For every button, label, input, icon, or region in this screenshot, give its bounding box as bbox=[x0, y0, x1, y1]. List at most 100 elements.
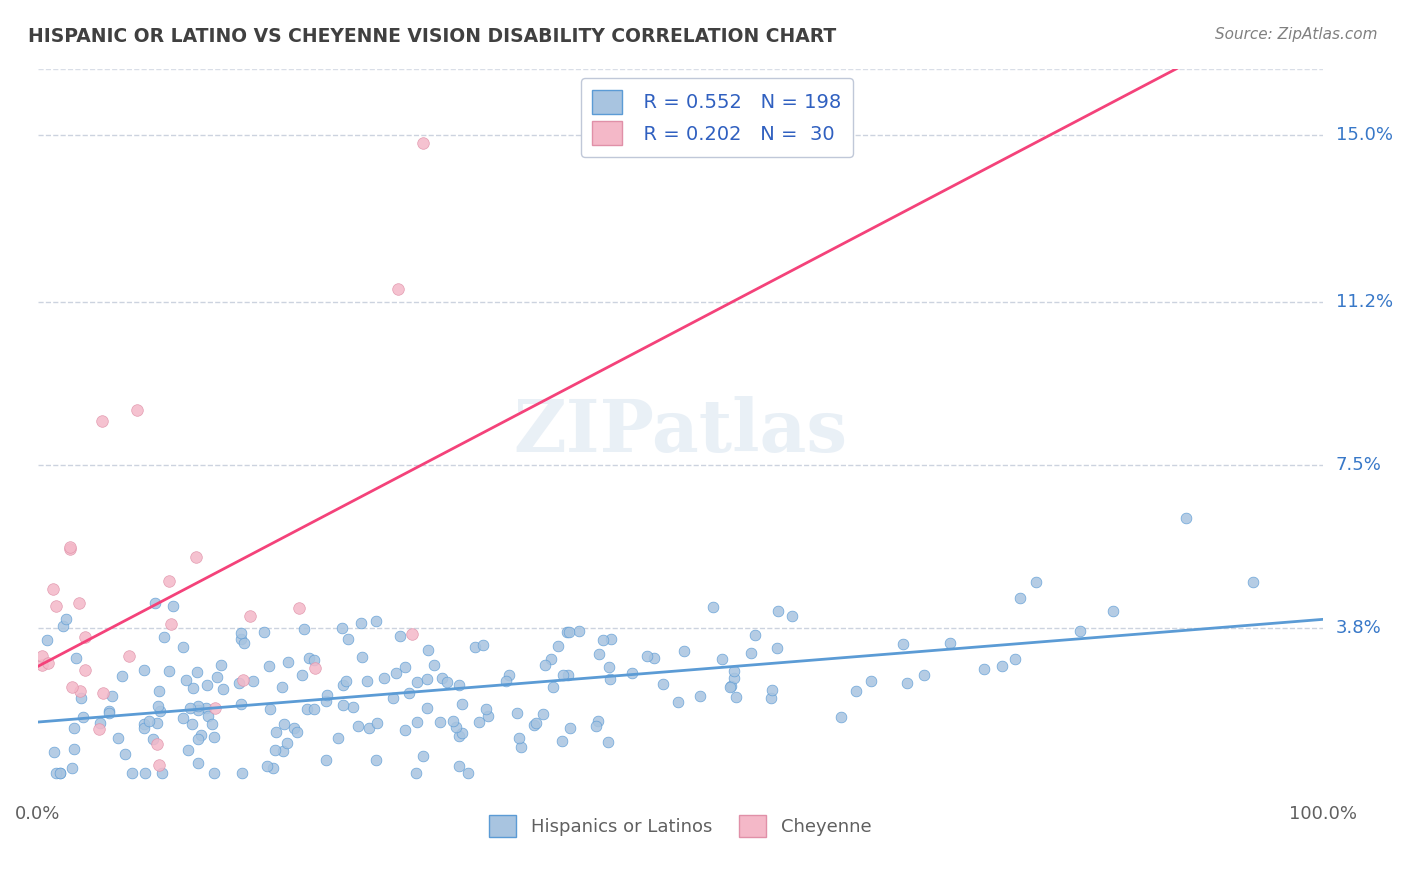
Point bbox=[138, 714, 160, 729]
Point bbox=[388, 629, 411, 643]
Point bbox=[711, 652, 734, 666]
Point bbox=[70, 691, 93, 706]
Point bbox=[599, 672, 621, 686]
Point bbox=[228, 676, 250, 690]
Point bbox=[1008, 591, 1031, 606]
Point bbox=[342, 699, 364, 714]
Legend: Hispanics or Latinos, Cheyenne: Hispanics or Latinos, Cheyenne bbox=[482, 808, 879, 845]
Point bbox=[543, 680, 565, 694]
Point bbox=[558, 721, 581, 735]
Point bbox=[187, 703, 209, 717]
Point bbox=[98, 706, 121, 720]
Point bbox=[31, 657, 53, 672]
Point bbox=[297, 702, 319, 716]
Point bbox=[315, 753, 337, 767]
Point bbox=[202, 730, 225, 744]
Point bbox=[398, 686, 420, 700]
Point bbox=[780, 608, 803, 623]
Point bbox=[405, 674, 427, 689]
Point bbox=[416, 701, 439, 715]
Point bbox=[172, 640, 194, 655]
Text: HISPANIC OR LATINO VS CHEYENNE VISION DISABILITY CORRELATION CHART: HISPANIC OR LATINO VS CHEYENNE VISION DI… bbox=[28, 27, 837, 45]
Point bbox=[416, 672, 439, 686]
Point bbox=[298, 651, 321, 665]
Point bbox=[1025, 574, 1047, 589]
Point bbox=[385, 665, 408, 680]
Point bbox=[273, 717, 295, 731]
Text: 7.5%: 7.5% bbox=[1336, 456, 1382, 474]
Point bbox=[42, 745, 65, 759]
Point bbox=[447, 759, 470, 773]
Point bbox=[740, 647, 762, 661]
Point bbox=[69, 684, 91, 698]
Point bbox=[446, 720, 468, 734]
Point bbox=[211, 681, 233, 696]
Point bbox=[231, 625, 253, 640]
Point bbox=[187, 731, 209, 746]
Point bbox=[531, 707, 554, 722]
Point bbox=[449, 729, 471, 743]
Point bbox=[110, 669, 132, 683]
Point bbox=[231, 766, 253, 780]
Point bbox=[134, 663, 156, 677]
Point bbox=[148, 757, 170, 772]
Point bbox=[468, 715, 491, 730]
Point bbox=[335, 673, 357, 688]
Point bbox=[336, 632, 359, 646]
Point bbox=[157, 574, 180, 588]
Point bbox=[153, 630, 176, 644]
Point bbox=[315, 694, 337, 708]
Point bbox=[973, 662, 995, 676]
Point bbox=[332, 678, 354, 692]
Point bbox=[636, 649, 658, 664]
Point bbox=[523, 717, 546, 731]
Point bbox=[42, 582, 65, 597]
Point bbox=[666, 695, 689, 709]
Text: ZIPatlas: ZIPatlas bbox=[513, 396, 848, 467]
Point bbox=[364, 614, 387, 628]
Point bbox=[162, 599, 184, 614]
Point bbox=[723, 671, 745, 685]
Point bbox=[472, 638, 495, 652]
Point bbox=[766, 641, 789, 656]
Point bbox=[181, 717, 204, 731]
Point bbox=[233, 636, 256, 650]
Point bbox=[118, 649, 141, 664]
Point bbox=[146, 738, 169, 752]
Point bbox=[845, 684, 868, 698]
Point bbox=[276, 736, 298, 750]
Point bbox=[302, 653, 325, 667]
Point bbox=[449, 678, 471, 692]
Point bbox=[285, 724, 308, 739]
Point bbox=[271, 680, 294, 694]
Point bbox=[551, 733, 574, 747]
Point bbox=[63, 722, 86, 736]
Point bbox=[31, 648, 53, 663]
Point bbox=[292, 622, 315, 636]
Point bbox=[107, 731, 129, 746]
Point bbox=[195, 701, 218, 715]
Point bbox=[291, 668, 314, 682]
Point bbox=[48, 766, 70, 780]
Point bbox=[229, 632, 252, 646]
Point bbox=[557, 667, 579, 681]
Point bbox=[600, 632, 623, 647]
Point bbox=[176, 673, 198, 688]
Point bbox=[357, 722, 380, 736]
Point bbox=[495, 673, 517, 688]
Point bbox=[673, 644, 696, 658]
Point bbox=[382, 690, 405, 705]
Point bbox=[366, 716, 388, 731]
Point bbox=[598, 660, 620, 674]
Point bbox=[304, 702, 326, 716]
Point bbox=[332, 698, 354, 712]
Point bbox=[394, 660, 416, 674]
Point bbox=[277, 655, 299, 669]
Point bbox=[63, 742, 86, 756]
Point bbox=[49, 766, 72, 780]
Point bbox=[718, 680, 741, 694]
Point bbox=[264, 724, 287, 739]
Point bbox=[204, 700, 226, 714]
Point bbox=[621, 666, 644, 681]
Point bbox=[146, 716, 169, 731]
